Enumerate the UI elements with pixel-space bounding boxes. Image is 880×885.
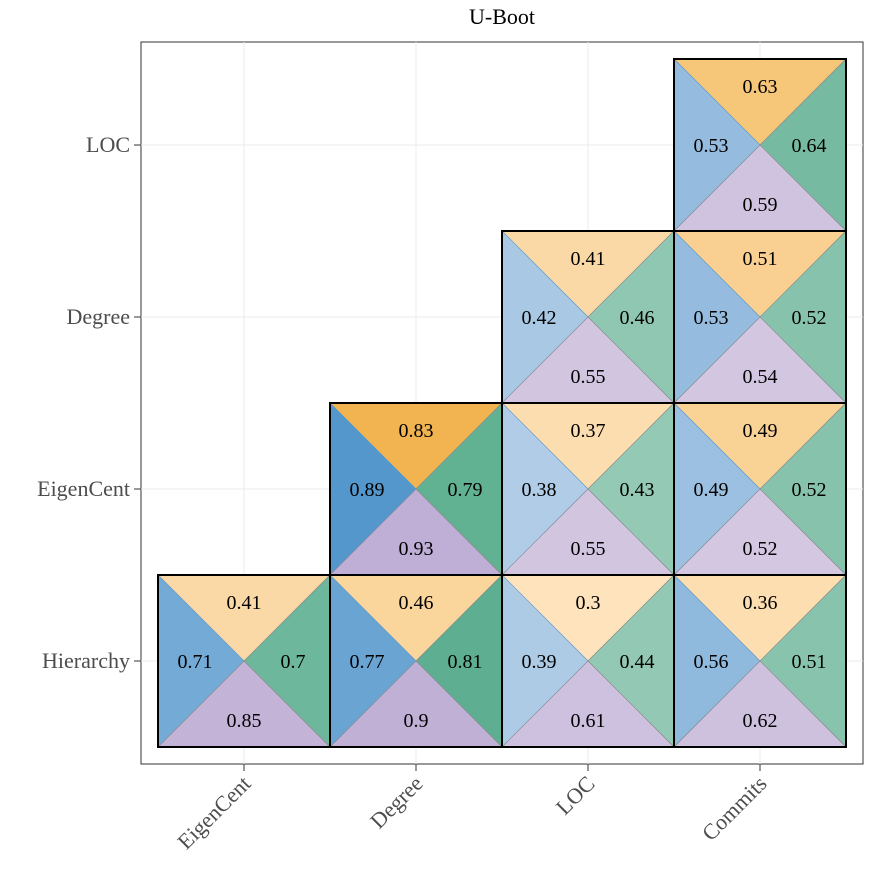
cell-Hierarchy-Degree: 0.46 0.77 0.81 0.9	[329, 574, 503, 748]
cell-Hierarchy-LOC: 0.3 0.39 0.44 0.61	[501, 574, 675, 748]
value-label-bottom: 0.85	[227, 710, 262, 732]
value-label-bottom: 0.61	[571, 710, 606, 732]
value-label-left: 0.56	[694, 651, 729, 673]
value-label-right: 0.52	[792, 307, 827, 329]
value-label-left: 0.53	[694, 135, 729, 157]
cell-Degree-LOC: 0.41 0.42 0.46 0.55	[501, 230, 675, 404]
value-label-top: 0.37	[571, 420, 606, 442]
value-label-top: 0.51	[743, 248, 778, 270]
value-label-right: 0.43	[620, 479, 655, 501]
value-label-right: 0.81	[448, 651, 483, 673]
value-label-bottom: 0.62	[743, 710, 778, 732]
cell-Hierarchy-Commits: 0.36 0.56 0.51 0.62	[673, 574, 847, 748]
value-label-left: 0.42	[522, 307, 557, 329]
cell-EigenCent-Degree: 0.83 0.89 0.79 0.93	[329, 402, 503, 576]
cells: 0.41 0.71 0.7 0.85 0.46 0.77 0.81 0.9 0.3 0.39 0.4…	[157, 58, 847, 748]
y-tick-label: Hierarchy	[42, 648, 130, 673]
value-label-top: 0.46	[399, 592, 434, 614]
x-axis: EigenCent Degree LOC Commits	[172, 764, 772, 854]
x-tick-label: EigenCent	[172, 771, 255, 854]
y-tick-label: EigenCent	[37, 476, 130, 501]
x-tick-label: LOC	[551, 771, 600, 820]
value-label-right: 0.44	[620, 651, 655, 673]
value-label-right: 0.51	[792, 651, 827, 673]
value-label-top: 0.41	[571, 248, 606, 270]
cell-EigenCent-LOC: 0.37 0.38 0.43 0.55	[501, 402, 675, 576]
cell-border	[673, 58, 847, 232]
x-tick-label: Commits	[697, 771, 772, 846]
value-label-left: 0.49	[694, 479, 729, 501]
value-label-right: 0.46	[620, 307, 655, 329]
cell-LOC-Commits: 0.63 0.53 0.64 0.59	[673, 58, 847, 232]
cell-EigenCent-Commits: 0.49 0.49 0.52 0.52	[673, 402, 847, 576]
value-label-bottom: 0.52	[743, 538, 778, 560]
value-label-bottom: 0.55	[571, 366, 606, 388]
chart-title: U-Boot	[469, 4, 535, 29]
value-label-left: 0.77	[350, 651, 385, 673]
value-label-left: 0.39	[522, 651, 557, 673]
value-label-left: 0.53	[694, 307, 729, 329]
value-label-right: 0.79	[448, 479, 483, 501]
value-label-top: 0.83	[399, 420, 434, 442]
value-label-top: 0.49	[743, 420, 778, 442]
y-axis: Hierarchy EigenCent Degree LOC	[37, 132, 141, 673]
value-label-right: 0.52	[792, 479, 827, 501]
y-tick-label: LOC	[86, 132, 130, 157]
cell-Degree-Commits: 0.51 0.53 0.52 0.54	[673, 230, 847, 404]
value-label-left: 0.89	[350, 479, 385, 501]
cell-Hierarchy-EigenCent: 0.41 0.71 0.7 0.85	[157, 574, 331, 748]
y-tick-label: Degree	[66, 304, 130, 329]
value-label-bottom: 0.55	[571, 538, 606, 560]
value-label-bottom: 0.54	[743, 366, 778, 388]
value-label-bottom: 0.9	[404, 710, 429, 732]
value-label-left: 0.38	[522, 479, 557, 501]
value-label-left: 0.71	[178, 651, 213, 673]
value-label-bottom: 0.59	[743, 194, 778, 216]
value-label-right: 0.64	[792, 135, 827, 157]
value-label-bottom: 0.93	[399, 538, 434, 560]
value-label-top: 0.36	[743, 592, 778, 614]
value-label-right: 0.7	[281, 651, 306, 673]
value-label-top: 0.41	[227, 592, 262, 614]
value-label-top: 0.63	[743, 76, 778, 98]
value-label-top: 0.3	[576, 592, 601, 614]
x-tick-label: Degree	[365, 771, 428, 834]
